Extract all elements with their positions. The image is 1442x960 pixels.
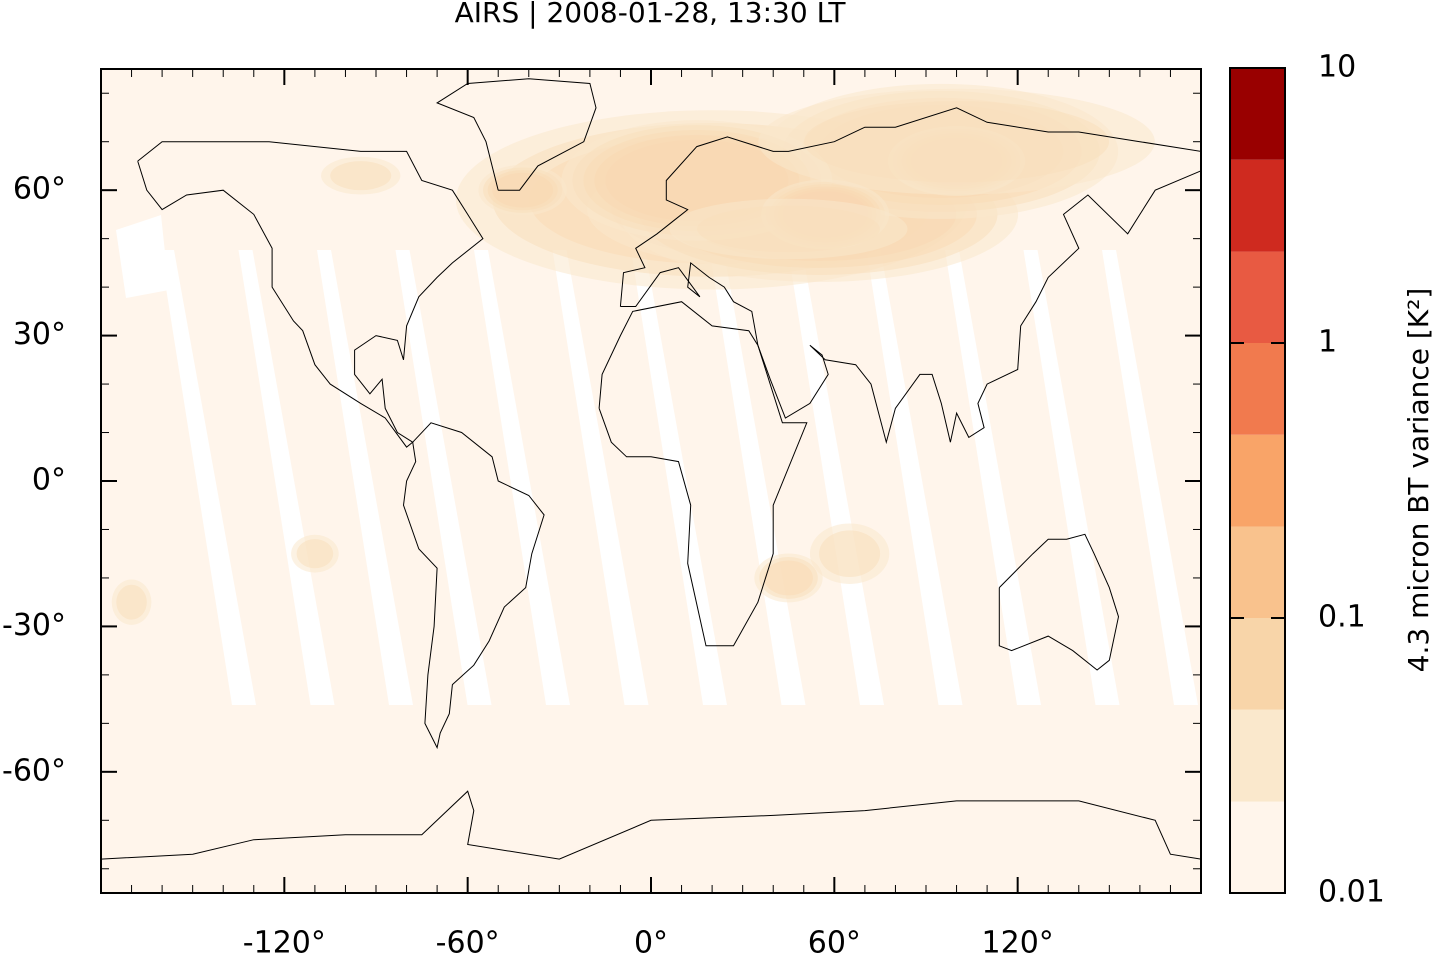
swath-gap — [866, 250, 963, 705]
y-tick-label: 60° — [13, 172, 66, 207]
y-tick-label: -30° — [2, 608, 66, 643]
colorbar-tick-label: 1 — [1318, 325, 1337, 360]
coastline — [598, 301, 808, 647]
swath-gap — [1102, 250, 1198, 705]
coastline — [137, 141, 484, 448]
y-tick-label: 30° — [13, 317, 66, 352]
colorbar-band — [1230, 618, 1285, 710]
x-tick-label: 120° — [982, 926, 1054, 957]
swath-gap — [945, 250, 1041, 705]
variance-blob — [809, 523, 890, 584]
variance-blob — [669, 198, 908, 260]
x-tick-label: -60° — [436, 926, 500, 957]
y-tick-label: -60° — [2, 753, 66, 788]
colorbar-band — [1230, 434, 1285, 527]
colorbar-band — [1230, 159, 1285, 252]
x-tick-label: 60° — [808, 926, 861, 957]
coastline — [100, 790, 1202, 860]
variance-blob — [111, 579, 152, 625]
colorbar-band — [1230, 709, 1285, 802]
swath-gap — [116, 215, 169, 298]
chart-title: AIRS | 2008-01-28, 13:30 LT — [455, 0, 847, 29]
swath-gap — [160, 250, 256, 705]
variance-blob — [758, 88, 1155, 195]
swath-gap — [317, 250, 413, 705]
coastline — [998, 533, 1120, 671]
swath-gap — [1023, 250, 1120, 705]
coastline — [436, 78, 597, 191]
swath-gap — [395, 250, 492, 705]
swath-gap — [474, 250, 570, 705]
swath-gap — [631, 250, 727, 705]
coastline — [619, 107, 1202, 445]
x-tick-label: -120° — [243, 926, 326, 957]
variance-blob — [754, 553, 823, 603]
coastline — [402, 422, 545, 750]
variance-blob — [478, 164, 567, 216]
colorbar-tick-label: 0.01 — [1318, 875, 1385, 910]
x-tick-label: 0° — [634, 926, 668, 957]
colorbar-band — [1230, 343, 1285, 435]
map — [100, 69, 1202, 893]
swath-gap — [552, 250, 649, 705]
variance-blob — [321, 156, 401, 195]
swath-gap — [238, 250, 335, 705]
swath-gap — [788, 250, 884, 705]
colorbar-band — [1230, 801, 1285, 893]
colorbar-label: 4.3 micron BT variance [K²] — [1402, 288, 1435, 673]
colorbar-frame — [1229, 67, 1286, 894]
colorbar-band — [1230, 68, 1285, 160]
colorbar-band — [1230, 251, 1285, 343]
colorbar-band — [1230, 526, 1285, 618]
y-tick-label: 0° — [32, 463, 66, 498]
colorbar-tick-label: 10 — [1318, 50, 1356, 85]
variance-blob — [291, 534, 339, 573]
colorbar-tick-label: 0.1 — [1318, 600, 1366, 635]
